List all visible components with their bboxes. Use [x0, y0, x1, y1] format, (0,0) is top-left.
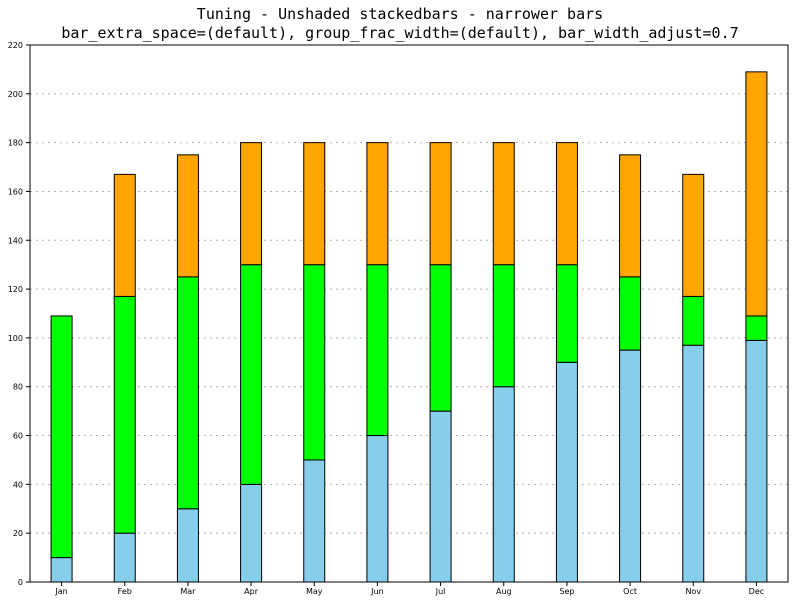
x-tick-label: Apr: [244, 587, 259, 596]
y-axis-ticks: 0 20 40 60 80 100 120 140 160 180 200 220: [8, 41, 30, 587]
bar-segment-sep-1: [555, 264, 578, 363]
bar-segment-jul-1: [429, 264, 452, 412]
bar-segment-jun-0: [366, 435, 389, 583]
y-tick-label: 100: [8, 334, 23, 343]
x-tick-label: Aug: [496, 587, 512, 596]
bar-segment-jul-0: [429, 410, 452, 583]
bar-segment-oct-0: [619, 349, 642, 583]
bar-segment-aug-0: [492, 386, 515, 583]
bar-segment-mar-1: [176, 276, 199, 510]
bar-segment-nov-2: [682, 173, 705, 297]
y-tick-label: 200: [8, 90, 23, 99]
x-tick-label: Feb: [118, 587, 132, 596]
bar-segment-apr-2: [240, 142, 263, 266]
bar-segment-dec-1: [745, 315, 768, 341]
y-tick-label: 20: [13, 529, 23, 538]
bar-segment-aug-2: [492, 142, 515, 266]
y-tick-label: 40: [13, 480, 23, 489]
y-tick-label: 160: [8, 187, 23, 196]
bar-segment-feb-1: [113, 295, 136, 534]
x-tick-label: Jul: [435, 587, 446, 596]
x-tick-label: Nov: [685, 587, 701, 596]
bar-segment-jun-2: [366, 142, 389, 266]
plot-frame: [29, 44, 789, 583]
chart-title: Tuning - Unshaded stackedbars - narrower…: [197, 5, 603, 23]
y-tick-label: 140: [8, 236, 23, 245]
y-tick-label: 60: [13, 432, 23, 441]
chart-subtitle: bar_extra_space=(default), group_frac_wi…: [61, 24, 738, 42]
bar-segment-jan-0: [50, 557, 73, 583]
x-tick-label: Oct: [623, 587, 637, 596]
bar-segment-may-2: [303, 142, 326, 266]
axes: [29, 44, 789, 583]
y-tick-label: 180: [8, 139, 23, 148]
bar-segment-feb-2: [113, 173, 136, 297]
bar-segment-feb-0: [113, 532, 136, 583]
bar-segment-mar-2: [176, 154, 199, 278]
bar-segment-jan-1: [50, 315, 73, 559]
bar-segment-sep-2: [555, 142, 578, 266]
bar-segment-apr-1: [240, 264, 263, 485]
bar-segment-sep-0: [555, 361, 578, 583]
bar-segment-may-1: [303, 264, 326, 461]
y-tick-label: 220: [8, 41, 23, 50]
y-tick-label: 80: [13, 383, 23, 392]
bar-segment-nov-0: [682, 344, 705, 583]
bar-segment-jul-2: [429, 142, 452, 266]
x-axis-ticks: Jan Feb Mar Apr May Jun Jul Aug Sep Oct Nov Dec: [54, 582, 764, 596]
x-tick-label: Mar: [180, 587, 196, 596]
gridlines: [30, 93, 788, 534]
bar-segment-oct-2: [619, 154, 642, 278]
bar-segment-may-0: [303, 459, 326, 583]
bar-segment-dec-2: [745, 71, 768, 317]
y-tick-label: 0: [18, 578, 23, 587]
bar-segment-jun-1: [366, 264, 389, 437]
x-tick-label: Sep: [559, 587, 574, 596]
y-tick-label: 120: [8, 285, 23, 294]
bar-segment-mar-0: [176, 508, 199, 583]
bars: [50, 71, 768, 583]
bar-segment-aug-1: [492, 264, 515, 388]
bar-segment-nov-1: [682, 295, 705, 346]
bar-segment-oct-1: [619, 276, 642, 351]
bar-segment-dec-0: [745, 339, 768, 583]
x-tick-label: May: [306, 587, 323, 596]
x-tick-label: Jan: [54, 587, 67, 596]
x-tick-label: Dec: [749, 587, 764, 596]
x-tick-label: Jun: [370, 587, 384, 596]
bar-segment-apr-0: [240, 483, 263, 583]
